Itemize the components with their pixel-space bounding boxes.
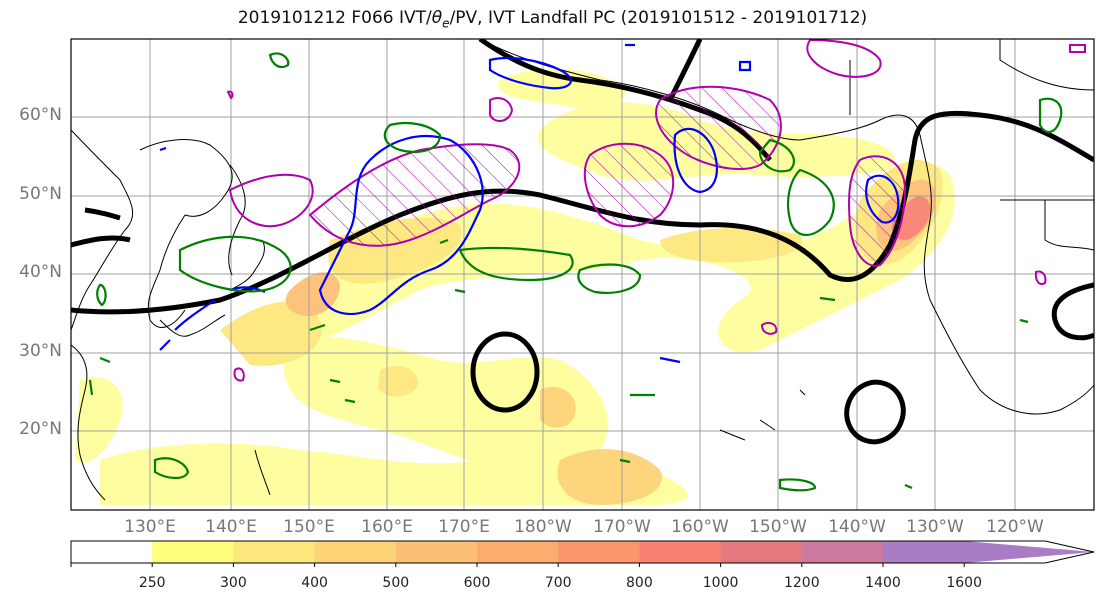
lon-label-160e: 160°E bbox=[361, 517, 413, 537]
colorbar bbox=[70, 540, 1095, 567]
colorbar-tick-label: 600 bbox=[463, 575, 491, 591]
lon-label-170w: 170°W bbox=[593, 517, 651, 537]
lon-label-150e: 150°E bbox=[283, 517, 335, 537]
colorbar-cell bbox=[801, 541, 884, 563]
height-contours bbox=[71, 39, 1094, 445]
title-suffix: /PV, IVT Landfall PC (2019101512 - 20191… bbox=[449, 8, 868, 28]
colorbar-tick-label: 700 bbox=[544, 575, 572, 591]
lon-label-150w: 150°W bbox=[749, 517, 807, 537]
colorbar-tick-label: 1200 bbox=[783, 575, 820, 591]
colorbar-cell bbox=[395, 541, 478, 563]
lat-label-40: 40°N bbox=[19, 262, 62, 282]
colorbar-cell bbox=[720, 541, 803, 563]
lon-label-140w: 140°W bbox=[828, 517, 886, 537]
colorbar-cell bbox=[314, 541, 397, 563]
theta-e-contours bbox=[159, 43, 900, 364]
colorbar-cell bbox=[558, 541, 640, 563]
colorbar-cell bbox=[477, 541, 559, 563]
lat-label-50: 50°N bbox=[19, 184, 62, 204]
colorbar-cell bbox=[639, 541, 722, 563]
lon-label-180w: 180°W bbox=[514, 517, 572, 537]
lon-label-130w: 130°W bbox=[906, 517, 964, 537]
title-theta-sub: e bbox=[442, 16, 450, 31]
colorbar-tick-label: 500 bbox=[382, 575, 410, 591]
colorbar-tick-label: 250 bbox=[138, 575, 166, 591]
colorbar-tick-label: 1400 bbox=[865, 575, 901, 591]
lat-label-30: 30°N bbox=[19, 341, 62, 361]
lon-label-130e: 130°E bbox=[124, 517, 176, 537]
lat-label-60: 60°N bbox=[19, 105, 62, 125]
map-grid bbox=[71, 39, 1094, 510]
map-title: 2019101212 F066 IVT/θe/PV, IVT Landfall … bbox=[0, 8, 1105, 30]
map-frame bbox=[70, 38, 1095, 511]
title-prefix: 2019101212 F066 IVT/ bbox=[237, 8, 432, 28]
lon-label-140e: 140°E bbox=[205, 517, 257, 537]
colorbar-tick-label: 1000 bbox=[702, 575, 739, 591]
pc-contours bbox=[226, 39, 1086, 382]
colorbar-cell bbox=[883, 541, 965, 563]
pv-contours bbox=[88, 52, 1063, 492]
colorbar-tick-label: 800 bbox=[626, 575, 653, 591]
colorbar-tick-label: 400 bbox=[301, 575, 328, 591]
colorbar-cell bbox=[233, 541, 316, 563]
colorbar-tick-label: 1600 bbox=[946, 575, 982, 591]
colorbar-cell bbox=[71, 541, 153, 563]
colorbar-tick-label: 300 bbox=[220, 575, 247, 591]
lon-label-160w: 160°W bbox=[671, 517, 729, 537]
lon-label-170e: 170°E bbox=[438, 517, 490, 537]
map-panel bbox=[70, 38, 1095, 511]
colorbar-extend bbox=[964, 541, 1094, 563]
lat-label-20: 20°N bbox=[19, 419, 62, 439]
title-theta: θ bbox=[431, 8, 443, 28]
lon-label-120w: 120°W bbox=[986, 517, 1044, 537]
colorbar-cell bbox=[152, 541, 234, 563]
